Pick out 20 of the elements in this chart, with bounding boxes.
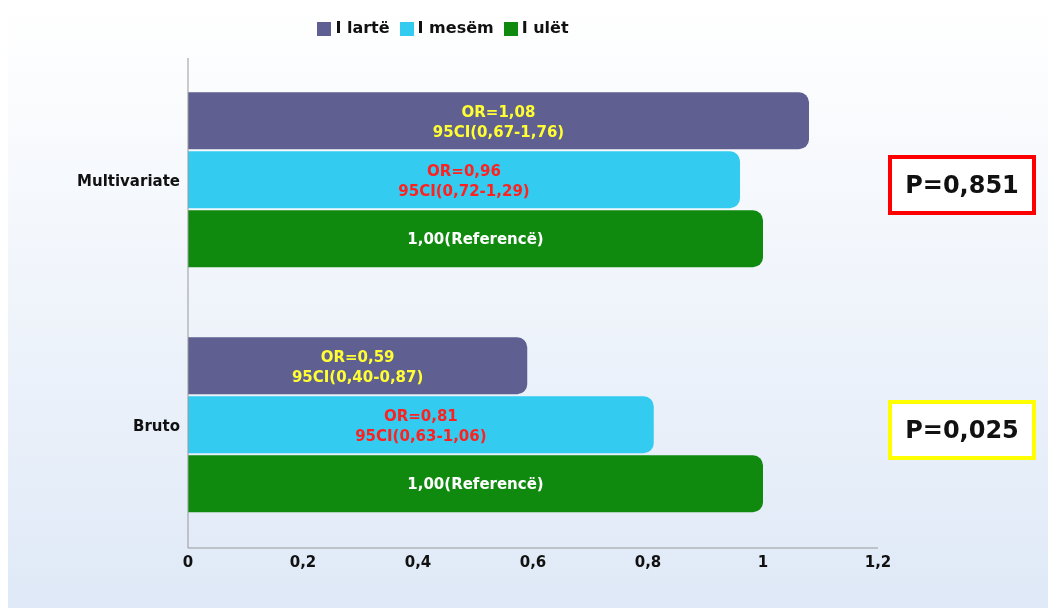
- legend-label: I mesëm: [417, 18, 494, 37]
- data-label: OR=0,59 95CI(0,40-0,87): [291, 347, 424, 386]
- x-tick-label: 0,2: [289, 552, 317, 571]
- x-tick-label: 0,4: [404, 552, 432, 571]
- data-label: 1,00(Referencë): [407, 474, 544, 493]
- x-tick-label: 1: [757, 552, 769, 571]
- data-label: OR=0,96 95CI(0,72-1,29): [398, 161, 530, 200]
- legend-label: I ulët: [521, 18, 569, 37]
- x-tick-label: 0,6: [519, 552, 547, 571]
- y-tick-label: Bruto: [133, 416, 180, 435]
- text: P=0,025: [888, 399, 1036, 460]
- x-tick-label: 0: [182, 552, 194, 571]
- data-label: 1,00(Referencë): [407, 229, 544, 248]
- x-tick-label: 1,2: [864, 552, 892, 571]
- data-label: OR=1,08 95CI(0,67-1,76): [432, 102, 565, 141]
- x-tick-label: 0,8: [634, 552, 662, 571]
- legend-label: I lartë: [335, 18, 390, 37]
- y-tick-label: Multivariate: [77, 171, 180, 190]
- text: P=0,851: [888, 154, 1036, 215]
- data-label: OR=0,81 95CI(0,63-1,06): [355, 406, 487, 445]
